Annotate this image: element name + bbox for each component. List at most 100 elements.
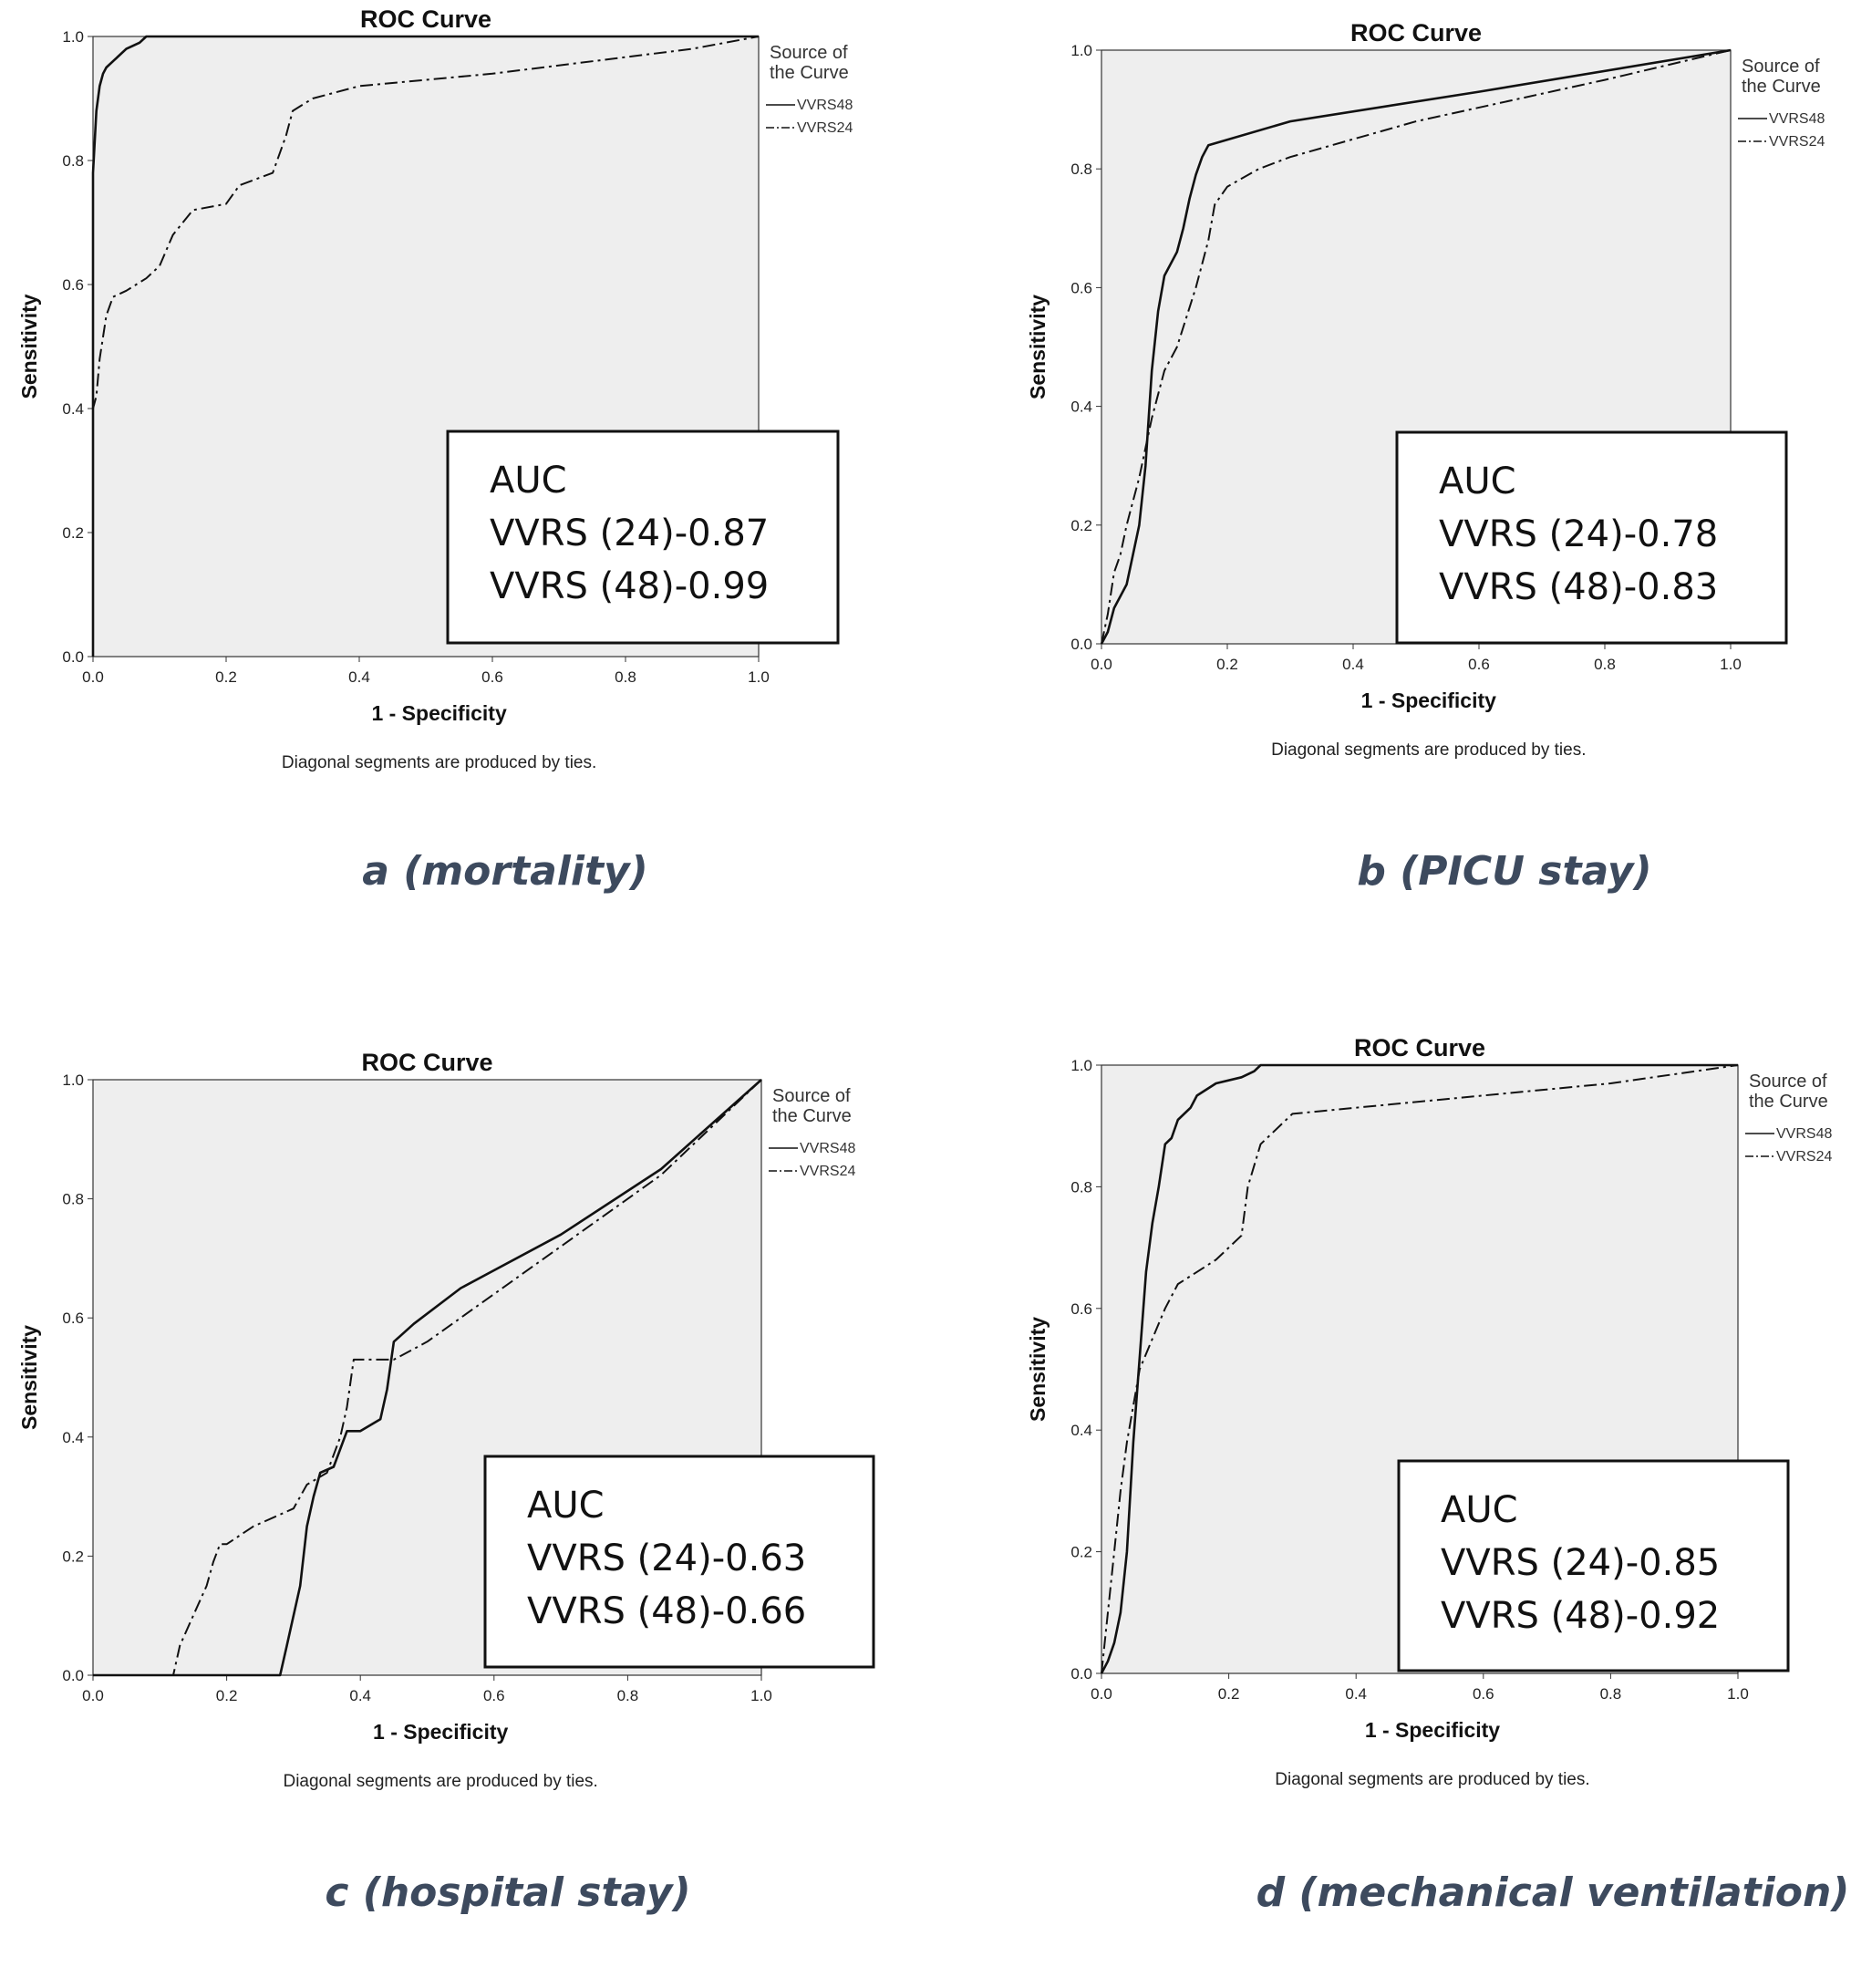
auc-heading: AUC (527, 1485, 605, 1527)
y-tick-label: 0.4 (62, 400, 84, 418)
x-tick-label: 0.8 (617, 1687, 639, 1704)
panel-caption: b (PICU stay) (1357, 848, 1651, 895)
x-tick-label: 0.2 (216, 1687, 238, 1704)
auc-line1: VVRS (24)-0.63 (527, 1538, 806, 1579)
auc-box (1395, 430, 1788, 645)
x-tick-label: 0.2 (1218, 1685, 1240, 1703)
x-tick-label: 1.0 (1720, 656, 1742, 673)
y-tick-label: 1.0 (62, 28, 84, 46)
legend-title: Source of (772, 1086, 851, 1106)
auc-box (483, 1455, 875, 1669)
y-tick-label: 0.6 (1070, 279, 1092, 296)
auc-line1: VVRS (24)-0.87 (490, 513, 769, 554)
roc-curve-vvrs48 (1100, 1063, 1738, 1674)
x-tick-label: 1.0 (748, 668, 770, 686)
y-tick-label: 1.0 (1070, 1057, 1092, 1074)
x-tick-label: 0.4 (1342, 656, 1364, 673)
chart-title: ROC Curve (1350, 19, 1482, 47)
x-tick-label: 0.0 (82, 668, 104, 686)
y-tick-label: 0.0 (1070, 636, 1092, 653)
legend-title: the Curve (772, 1106, 852, 1126)
legend-entry-vvrs48: VVRS48 (797, 98, 853, 113)
legend-entry-vvrs48: VVRS48 (1776, 1126, 1832, 1142)
x-tick-label: 0.6 (483, 1687, 505, 1704)
panel-caption: d (mechanical ventilation) (1256, 1869, 1850, 1916)
y-axis-label: Sensitivity (18, 1325, 41, 1430)
roc-curve-vvrs24 (93, 1079, 762, 1676)
legend-title: Source of (770, 43, 848, 63)
auc-line1: VVRS (24)-0.78 (1439, 513, 1718, 555)
auc-line1: VVRS (24)-0.85 (1441, 1542, 1720, 1584)
y-axis-label: Sensitivity (18, 294, 41, 399)
roc-figure: ROC Curve 0.0 0.2 0.4 0.6 0.8 1.0 0.0 0.2 0.4 0.6 0… (18, 5, 1849, 1916)
y-tick-label: 0.4 (1070, 1422, 1092, 1439)
footnote: Diagonal segments are produced by ties. (1275, 1770, 1589, 1789)
roc-curve-vvrs24 (1101, 49, 1732, 645)
y-tick-label: 0.2 (1070, 1544, 1092, 1561)
x-tick-label: 0.4 (349, 1687, 371, 1704)
y-tick-label: 1.0 (62, 1072, 84, 1089)
x-axis-label: 1 - Specificity (371, 701, 506, 725)
x-tick-label: 0.4 (348, 668, 370, 686)
y-tick-label: 0.6 (62, 1310, 84, 1327)
chart-title: ROC Curve (360, 5, 491, 33)
legend-title: the Curve (1749, 1092, 1828, 1112)
y-axis-label: Sensitivity (1026, 295, 1050, 399)
y-tick-label: 0.8 (1070, 160, 1092, 178)
roc-panel-c: ROC Curve 0.0 0.2 0.4 0.6 0.8 1.0 0.0 0.2 0.4 0.6 0… (18, 1049, 875, 1916)
y-tick-label: 0.8 (62, 152, 84, 170)
x-tick-label: 0.8 (1600, 1685, 1622, 1703)
y-tick-label: 0.0 (62, 648, 84, 666)
chart-title: ROC Curve (361, 1049, 492, 1076)
x-tick-label: 0.0 (82, 1687, 104, 1704)
y-tick-label: 0.0 (62, 1667, 84, 1684)
x-tick-label: 0.8 (615, 668, 636, 686)
roc-curve-vvrs48 (91, 35, 759, 657)
auc-line2: VVRS (48)-0.83 (1439, 566, 1718, 608)
roc-curve-vvrs24 (1101, 1064, 1739, 1674)
x-tick-label: 1.0 (750, 1687, 772, 1704)
footnote: Diagonal segments are produced by ties. (1271, 740, 1586, 760)
legend-entry-vvrs24: VVRS24 (800, 1164, 855, 1179)
y-tick-label: 1.0 (1070, 42, 1092, 59)
y-tick-label: 0.6 (1070, 1300, 1092, 1318)
x-tick-label: 0.0 (1091, 1685, 1112, 1703)
x-tick-label: 0.2 (215, 668, 237, 686)
y-tick-label: 0.0 (1070, 1665, 1092, 1683)
x-tick-label: 0.2 (1216, 656, 1238, 673)
legend-entry-vvrs24: VVRS24 (1776, 1149, 1832, 1165)
x-tick-label: 1.0 (1727, 1685, 1749, 1703)
roc-panel-b: ROC Curve 0.0 0.2 0.4 0.6 0.8 1.0 0.0 0.2 0.4 0.6 0… (1026, 19, 1825, 895)
legend-title: Source of (1742, 57, 1820, 77)
auc-heading: AUC (490, 460, 567, 502)
x-tick-label: 0.6 (1473, 1685, 1494, 1703)
y-tick-label: 0.8 (62, 1191, 84, 1208)
y-tick-label: 0.2 (1070, 517, 1092, 534)
y-tick-label: 0.4 (1070, 399, 1092, 416)
auc-heading: AUC (1439, 461, 1516, 502)
legend-entry-vvrs24: VVRS24 (1769, 134, 1825, 150)
y-axis-label: Sensitivity (1026, 1317, 1050, 1422)
y-tick-label: 0.8 (1070, 1178, 1092, 1196)
roc-panel-d: ROC Curve 0.0 0.2 0.4 0.6 0.8 1.0 0.0 0.2 0.4 0.6 0… (1026, 1034, 1850, 1916)
x-tick-label: 0.6 (481, 668, 503, 686)
legend-entry-vvrs48: VVRS48 (1769, 111, 1825, 127)
legend-title: the Curve (770, 63, 849, 83)
y-tick-label: 0.2 (62, 524, 84, 542)
y-tick-label: 0.4 (62, 1429, 84, 1446)
footnote: Diagonal segments are produced by ties. (283, 1772, 597, 1791)
auc-box (446, 430, 840, 645)
panel-caption: a (mortality) (362, 848, 648, 895)
x-tick-label: 0.0 (1091, 656, 1112, 673)
footnote: Diagonal segments are produced by ties. (282, 753, 596, 772)
auc-line2: VVRS (48)-0.92 (1441, 1595, 1720, 1637)
x-tick-label: 0.4 (1345, 1685, 1367, 1703)
legend-entry-vvrs24: VVRS24 (797, 120, 853, 136)
roc-curve-vvrs24 (92, 36, 760, 657)
x-tick-label: 0.6 (1468, 656, 1490, 673)
auc-line2: VVRS (48)-0.99 (490, 565, 769, 607)
legend-title: the Curve (1742, 77, 1821, 97)
y-tick-label: 0.2 (62, 1548, 84, 1565)
legend-title: Source of (1749, 1072, 1827, 1092)
legend-entry-vvrs48: VVRS48 (800, 1141, 855, 1156)
